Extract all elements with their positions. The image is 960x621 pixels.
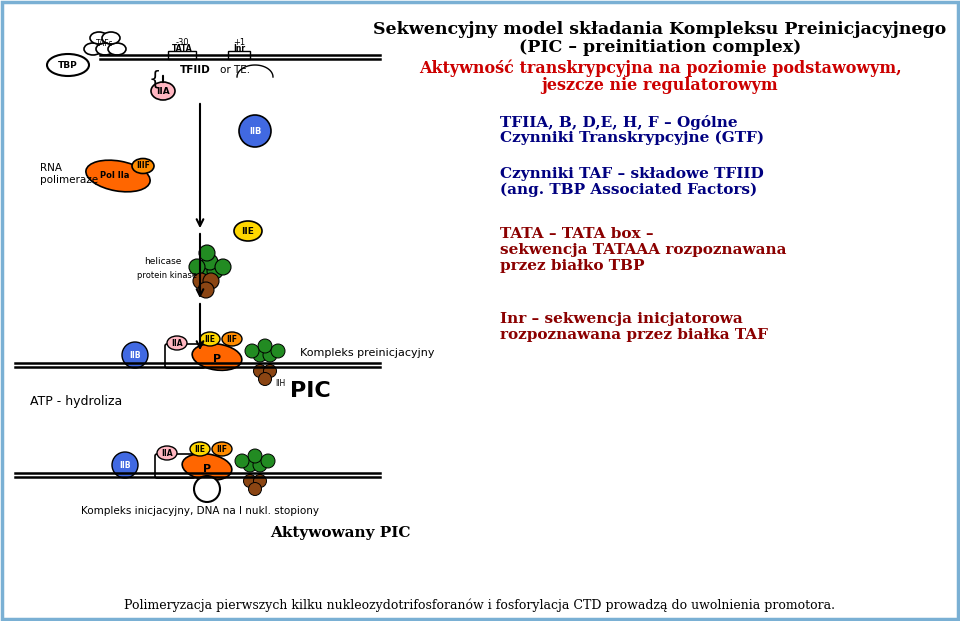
Text: or TE.: or TE.: [220, 65, 251, 75]
Circle shape: [197, 263, 213, 279]
FancyBboxPatch shape: [165, 344, 205, 368]
Text: RNA
polimerazę: RNA polimerazę: [40, 163, 98, 185]
Text: protein kinase: protein kinase: [137, 271, 197, 281]
Text: TATA: TATA: [172, 44, 192, 53]
Ellipse shape: [182, 454, 231, 480]
Circle shape: [239, 115, 271, 147]
Circle shape: [249, 483, 261, 496]
Text: IIA: IIA: [156, 86, 170, 96]
Text: TBP: TBP: [59, 60, 78, 70]
Circle shape: [263, 365, 276, 378]
Circle shape: [235, 454, 249, 468]
Text: Kompleks preinicjacyjny: Kompleks preinicjacyjny: [300, 348, 435, 358]
Text: Czynniki Transkrypcyjne (GTF): Czynniki Transkrypcyjne (GTF): [500, 131, 764, 145]
Ellipse shape: [85, 160, 150, 192]
Circle shape: [207, 263, 223, 279]
Text: P: P: [203, 464, 211, 474]
Text: {: {: [149, 70, 161, 89]
Text: Polimeryzacja pierwszych kilku nukleozydotrifosforanów i fosforylacja CTD prowad: Polimeryzacja pierwszych kilku nukleozyd…: [125, 598, 835, 612]
Text: (PIC – preinitiation complex): (PIC – preinitiation complex): [518, 40, 802, 57]
Circle shape: [271, 344, 285, 358]
Text: sekwencja TATAAA rozpoznawana: sekwencja TATAAA rozpoznawana: [500, 243, 786, 257]
Text: TFIIA, B, D,E, H, F – Ogólne: TFIIA, B, D,E, H, F – Ogólne: [500, 114, 737, 130]
Text: P: P: [213, 354, 221, 364]
Bar: [228, 51, 250, 59]
Text: IIIF: IIIF: [136, 161, 150, 171]
Text: PIC: PIC: [290, 381, 331, 401]
Text: Inr: Inr: [233, 44, 245, 53]
Text: IIB: IIB: [119, 461, 131, 469]
Ellipse shape: [167, 336, 187, 350]
Text: TATA – TATA box –: TATA – TATA box –: [500, 227, 654, 241]
Text: (ang. TBP Associated Factors): (ang. TBP Associated Factors): [500, 183, 757, 197]
Text: IIH: IIH: [275, 379, 285, 388]
Circle shape: [248, 449, 262, 463]
Ellipse shape: [132, 158, 154, 173]
Circle shape: [253, 458, 267, 472]
Text: helicase: helicase: [144, 256, 181, 266]
Text: Aktywowany PIC: Aktywowany PIC: [270, 526, 410, 540]
Text: rozpoznawana przez białka TAF: rozpoznawana przez białka TAF: [500, 328, 768, 342]
Ellipse shape: [157, 446, 177, 460]
Text: IIE: IIE: [204, 335, 215, 343]
Circle shape: [253, 365, 267, 378]
Text: IIF: IIF: [227, 335, 237, 343]
Circle shape: [253, 474, 267, 487]
Ellipse shape: [222, 332, 242, 346]
Circle shape: [244, 474, 256, 487]
Text: ATP - hydroliza: ATP - hydroliza: [30, 394, 122, 407]
Ellipse shape: [108, 43, 126, 55]
FancyBboxPatch shape: [155, 454, 195, 478]
Ellipse shape: [212, 442, 232, 456]
Text: Aktywność transkrypcyjna na poziomie podstawowym,: Aktywność transkrypcyjna na poziomie pod…: [419, 59, 901, 77]
Circle shape: [258, 373, 272, 386]
Text: +1: +1: [233, 38, 245, 47]
Circle shape: [122, 342, 148, 368]
Ellipse shape: [84, 43, 102, 55]
Text: Czynniki TAF – składowe TFIID: Czynniki TAF – składowe TFIID: [500, 167, 764, 181]
Ellipse shape: [190, 442, 210, 456]
Circle shape: [261, 454, 275, 468]
Circle shape: [193, 273, 209, 289]
Text: Sekwencyjny model składania Kompleksu Preinicjacyjnego: Sekwencyjny model składania Kompleksu Pr…: [373, 22, 947, 39]
Text: Inr – sekwencja inicjatorowa: Inr – sekwencja inicjatorowa: [500, 312, 743, 326]
Ellipse shape: [102, 32, 120, 44]
Text: IIB: IIB: [130, 350, 141, 360]
Ellipse shape: [234, 221, 262, 241]
Circle shape: [194, 476, 220, 502]
Circle shape: [203, 273, 219, 289]
Text: IIA: IIA: [161, 448, 173, 458]
Circle shape: [198, 282, 214, 298]
Text: TFIID: TFIID: [180, 65, 211, 75]
Circle shape: [202, 254, 218, 270]
Ellipse shape: [151, 82, 175, 100]
Circle shape: [253, 348, 267, 362]
Text: jeszcze nie regulatorowym: jeszcze nie regulatorowym: [541, 76, 779, 94]
Circle shape: [112, 452, 138, 478]
Circle shape: [245, 344, 259, 358]
Text: przez białko TBP: przez białko TBP: [500, 259, 644, 273]
Text: IIB: IIB: [249, 127, 261, 135]
Ellipse shape: [200, 332, 220, 346]
Text: IIF: IIF: [217, 445, 228, 453]
Text: TAFs: TAFs: [96, 39, 114, 47]
Ellipse shape: [47, 54, 89, 76]
Circle shape: [215, 259, 231, 275]
Text: Kompleks inicjacyjny, DNA na I nukl. stopiony: Kompleks inicjacyjny, DNA na I nukl. sto…: [81, 506, 319, 516]
Circle shape: [263, 348, 277, 362]
Ellipse shape: [90, 32, 108, 44]
Circle shape: [243, 458, 257, 472]
Text: IIE: IIE: [242, 227, 254, 235]
Text: IIA: IIA: [171, 338, 182, 348]
Text: Pol IIa: Pol IIa: [100, 171, 130, 181]
Ellipse shape: [192, 343, 242, 370]
Text: IIE: IIE: [195, 445, 205, 453]
Circle shape: [258, 339, 272, 353]
Text: -30: -30: [175, 38, 189, 47]
Ellipse shape: [96, 43, 114, 55]
Circle shape: [189, 259, 205, 275]
Bar: [168, 51, 196, 59]
Circle shape: [199, 245, 215, 261]
